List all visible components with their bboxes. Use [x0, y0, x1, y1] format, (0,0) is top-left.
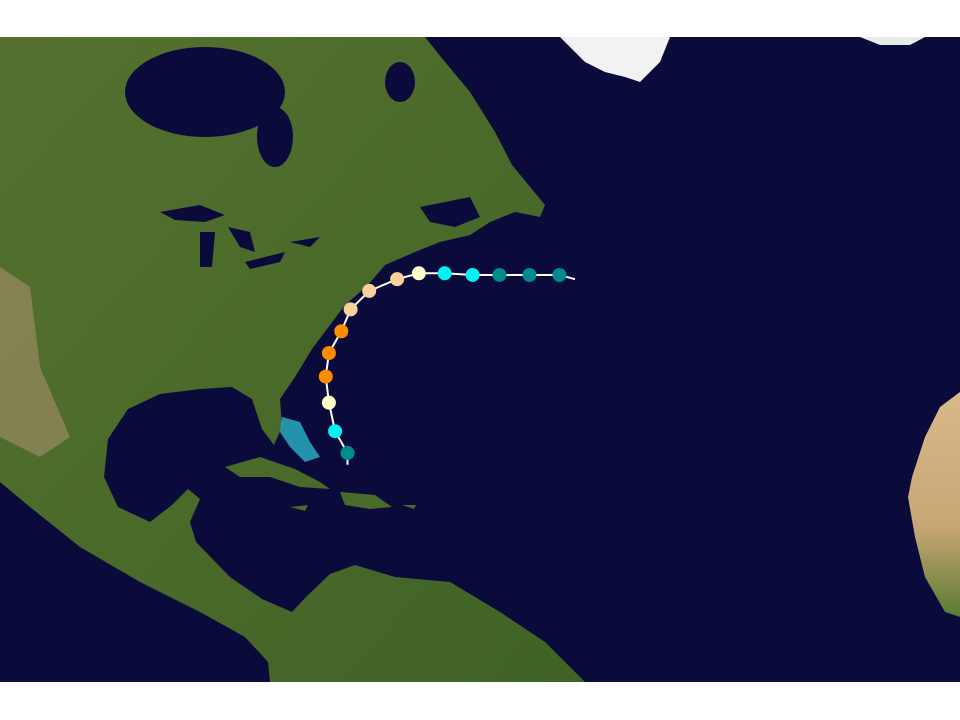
track-point-13 [492, 267, 507, 282]
ungava-bay [385, 62, 415, 102]
cuba [225, 457, 330, 489]
puerto-rico [402, 505, 416, 509]
track-point-8 [362, 283, 377, 298]
land-americas [0, 37, 585, 682]
track-point-14 [522, 267, 537, 282]
track-point-11 [437, 266, 452, 281]
gulf-of-st-lawrence [420, 197, 480, 227]
iceland [860, 37, 925, 45]
bahamas-shallows [280, 417, 320, 462]
jamaica [290, 505, 308, 511]
track-point-1 [340, 446, 355, 461]
track-point-4 [318, 369, 333, 384]
track-point-2 [328, 424, 343, 439]
storm-track [318, 266, 576, 465]
track-point-5 [321, 346, 336, 361]
land-southwest-desert [0, 267, 70, 457]
track-point-3 [321, 395, 336, 410]
great-lakes [160, 205, 320, 269]
james-bay [257, 107, 293, 167]
land-africa [908, 392, 960, 617]
hudson-bay [125, 47, 285, 137]
track-point-10 [411, 266, 426, 281]
hispaniola [340, 492, 392, 509]
track-point-12 [465, 267, 480, 282]
track-point-9 [390, 272, 405, 287]
track-point-6 [334, 324, 349, 339]
storm-track-map [0, 37, 960, 682]
track-point-7 [343, 302, 358, 317]
track-point-15 [552, 267, 567, 282]
greenland-ice [560, 37, 670, 82]
